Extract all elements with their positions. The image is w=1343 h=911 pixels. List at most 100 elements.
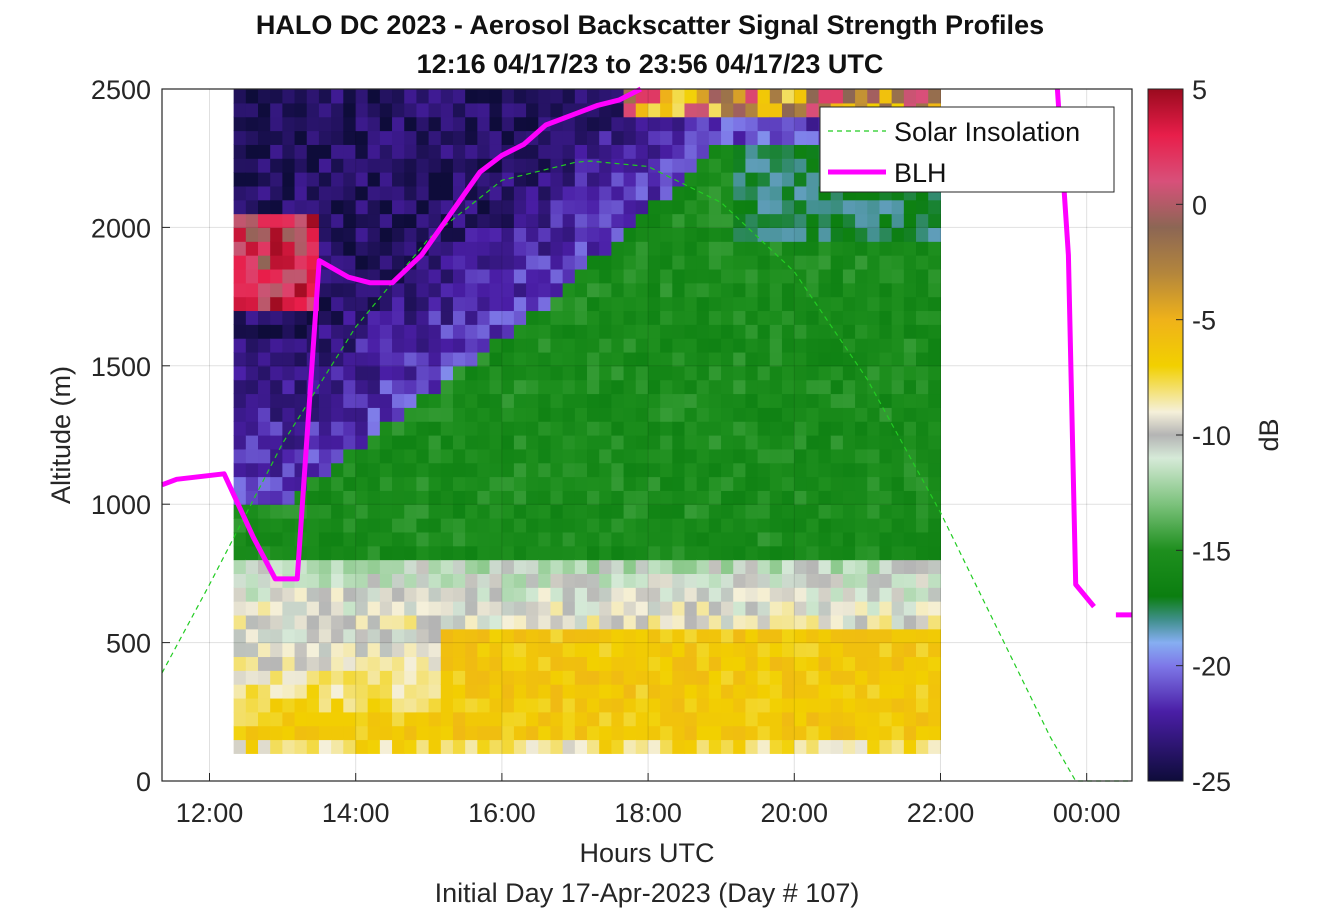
heatmap-cell (452, 365, 466, 381)
colorbar-label: dB (1254, 418, 1284, 451)
heatmap-cell (270, 476, 283, 491)
heatmap-cell (294, 255, 308, 270)
heatmap-cell (781, 642, 795, 658)
heatmap-cell (270, 351, 283, 367)
heatmap-cell (647, 559, 661, 574)
heatmap-cell (660, 268, 673, 284)
heatmap-cell (513, 213, 527, 228)
heatmap-cell (562, 656, 576, 671)
heatmap-cell (635, 476, 649, 491)
heatmap-cell (842, 338, 856, 353)
heatmap-cell (623, 642, 637, 658)
heatmap-cell (574, 684, 588, 699)
heatmap-cell (623, 725, 637, 741)
heatmap-cell (306, 711, 320, 727)
heatmap-cell (721, 504, 734, 519)
heatmap-cell (879, 393, 893, 408)
heatmap-cell (428, 116, 442, 132)
heatmap-cell (452, 102, 466, 118)
heatmap-cell (660, 338, 673, 353)
heatmap-cell (684, 462, 698, 478)
heatmap-cell (233, 241, 247, 256)
heatmap-cell (404, 338, 418, 353)
heatmap-cell (379, 476, 393, 491)
heatmap-cell (574, 476, 588, 491)
heatmap-cell (684, 642, 698, 658)
heatmap-cell (867, 282, 881, 298)
heatmap-cell (489, 725, 503, 741)
heatmap-cell (318, 545, 332, 561)
heatmap-cell (806, 241, 820, 256)
heatmap-cell (477, 296, 491, 312)
heatmap-cell (428, 490, 442, 505)
heatmap-cell (587, 227, 600, 242)
heatmap-cell (647, 628, 661, 644)
heatmap-cell (867, 310, 881, 325)
heatmap-cell (721, 241, 734, 256)
heatmap-cell (794, 310, 807, 325)
heatmap-cell (440, 670, 454, 685)
heatmap-cell (696, 199, 710, 215)
heatmap-cell (623, 545, 637, 561)
heatmap-cell (599, 172, 612, 187)
heatmap-cell (879, 476, 893, 491)
heatmap-cell (855, 199, 868, 215)
heatmap-cell (404, 324, 418, 339)
heatmap-cell (830, 670, 844, 685)
heatmap-cell (672, 684, 686, 699)
heatmap-cell (306, 587, 320, 602)
heatmap-cell (647, 421, 661, 436)
heatmap-cell (830, 642, 844, 658)
heatmap-cell (721, 435, 734, 450)
heatmap-cell (684, 324, 698, 339)
heatmap-cell (465, 89, 478, 104)
heatmap-cell (672, 559, 686, 574)
heatmap-cell (745, 531, 759, 547)
heatmap-cell (501, 601, 515, 616)
heatmap-cell (331, 476, 344, 491)
heatmap-cell (562, 268, 576, 284)
heatmap-cell (233, 435, 247, 450)
heatmap-cell (489, 587, 503, 602)
heatmap-cell (282, 185, 296, 201)
heatmap-cell (672, 172, 686, 187)
heatmap-cell (416, 684, 430, 699)
heatmap-cell (574, 739, 588, 754)
heatmap-cell (599, 656, 612, 671)
heatmap-cell (452, 601, 466, 616)
heatmap-cell (562, 462, 576, 478)
heatmap-cell (526, 614, 539, 630)
heatmap-cell (684, 697, 698, 713)
heatmap-cell (550, 739, 564, 754)
heatmap-cell (745, 490, 759, 505)
colorbar-tick-label: -20 (1192, 652, 1231, 682)
heatmap-cell (331, 739, 344, 754)
heatmap-cell (258, 158, 271, 173)
heatmap-cell (684, 448, 698, 464)
heatmap-cell (587, 435, 600, 450)
heatmap-cell (477, 407, 491, 422)
heatmap-cell (574, 393, 588, 408)
heatmap-cell (647, 255, 661, 270)
heatmap-cell (258, 130, 271, 145)
heatmap-cell (806, 185, 820, 201)
heatmap-cell (647, 227, 661, 242)
heatmap-cell (708, 158, 722, 173)
heatmap-cell (696, 573, 710, 588)
heatmap-cell (538, 324, 552, 339)
heatmap-cell (477, 504, 491, 519)
heatmap-cell (806, 614, 820, 630)
heatmap-cell (891, 268, 905, 284)
heatmap-cell (538, 213, 552, 228)
heatmap-cell (343, 338, 357, 353)
heatmap-cell (245, 296, 259, 312)
heatmap-cell (501, 628, 515, 644)
heatmap-cell (233, 684, 247, 699)
heatmap-cell (452, 351, 466, 367)
heatmap-cell (647, 89, 661, 104)
heatmap-cell (757, 504, 771, 519)
heatmap-cell (477, 711, 491, 727)
heatmap-cell (745, 199, 759, 215)
heatmap-cell (830, 379, 844, 395)
heatmap-cell (477, 379, 491, 395)
